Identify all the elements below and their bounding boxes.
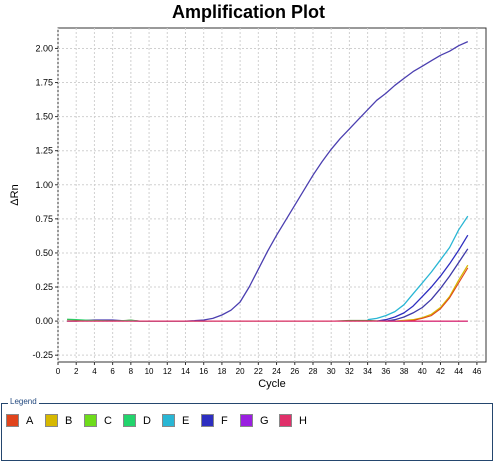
- legend-title: Legend: [8, 397, 39, 406]
- series-line: [376, 234, 469, 322]
- x-tick-label: 8: [129, 367, 134, 376]
- x-tick-label: 44: [454, 367, 463, 376]
- x-tick-label: 12: [163, 367, 172, 376]
- legend-label: D: [143, 414, 151, 427]
- x-tick-label: 28: [309, 367, 318, 376]
- legend-label: B: [65, 414, 73, 427]
- x-tick-label: 6: [110, 367, 115, 376]
- legend-label: A: [26, 414, 34, 427]
- y-tick-label: 0.75: [35, 214, 53, 224]
- legend-item-f: F: [201, 414, 240, 427]
- x-tick-label: 32: [345, 367, 354, 376]
- y-tick-label: 0.00: [35, 316, 53, 326]
- x-tick-label: 34: [363, 367, 372, 376]
- legend-label: F: [221, 414, 228, 427]
- legend-item-c: C: [84, 414, 123, 427]
- x-tick-label: 46: [472, 367, 481, 376]
- series-line: [367, 215, 469, 321]
- x-tick-label: 0: [56, 367, 61, 376]
- x-tick-label: 14: [181, 367, 190, 376]
- legend-swatch: [279, 414, 292, 427]
- x-tick-label: 20: [236, 367, 245, 376]
- x-tick-label: 38: [400, 367, 409, 376]
- y-tick-label: 1.50: [35, 112, 53, 122]
- x-tick-label: 36: [381, 367, 390, 376]
- y-axis-label: ΔRn: [9, 184, 21, 205]
- y-tick-label: 0.50: [35, 248, 53, 258]
- legend-swatch: [84, 414, 97, 427]
- legend-label: C: [104, 414, 112, 427]
- legend-items: A B C D E F G H: [6, 414, 318, 427]
- x-axis-label: Cycle: [258, 378, 286, 390]
- series-line: [394, 264, 469, 322]
- x-tick-label: 4: [92, 367, 97, 376]
- x-tick-label: 18: [217, 367, 226, 376]
- legend-item-h: H: [279, 414, 318, 427]
- legend-item-e: E: [162, 414, 201, 427]
- chart-title: Amplification Plot: [172, 2, 325, 22]
- y-tick-label: 1.00: [35, 180, 53, 190]
- x-tick-label: 10: [145, 367, 154, 376]
- axis-ticks: 0 2 4 6 8 10 12 14 16 18 20 22 24 26 28 30 32 34 36 38 40 42 4…: [32, 43, 481, 376]
- series-line: [385, 248, 469, 322]
- legend-swatch: [6, 414, 19, 427]
- legend-swatch: [201, 414, 214, 427]
- y-tick-label: 0.25: [35, 282, 53, 292]
- legend-label: H: [299, 414, 307, 427]
- y-tick-label: -0.25: [32, 350, 53, 360]
- legend-item-g: G: [240, 414, 279, 427]
- legend-label: G: [260, 414, 269, 427]
- x-tick-label: 30: [327, 367, 336, 376]
- plot-area: [57, 27, 487, 363]
- y-tick-label: 2.00: [35, 43, 53, 53]
- legend-swatch: [123, 414, 136, 427]
- legend-label: E: [182, 414, 190, 427]
- legend-item-a: A: [6, 414, 45, 427]
- series-lines: [67, 41, 469, 322]
- x-tick-label: 42: [436, 367, 445, 376]
- amplification-chart: 0 2 4 6 8 10 12 14 16 18 20 22 24 26 28 30 32 34 36 38 40 42 4…: [9, 27, 487, 390]
- legend-item-d: D: [123, 414, 162, 427]
- x-tick-label: 2: [74, 367, 79, 376]
- legend-swatch: [162, 414, 175, 427]
- x-tick-label: 26: [290, 367, 299, 376]
- x-tick-label: 24: [272, 367, 281, 376]
- y-tick-label: 1.25: [35, 146, 53, 156]
- x-tick-label: 22: [254, 367, 263, 376]
- legend-swatch: [45, 414, 58, 427]
- x-tick-label: 40: [418, 367, 427, 376]
- y-tick-label: 1.75: [35, 78, 53, 88]
- legend-box: [1, 403, 493, 461]
- x-tick-label: 16: [199, 367, 208, 376]
- legend-item-b: B: [45, 414, 84, 427]
- legend-swatch: [240, 414, 253, 427]
